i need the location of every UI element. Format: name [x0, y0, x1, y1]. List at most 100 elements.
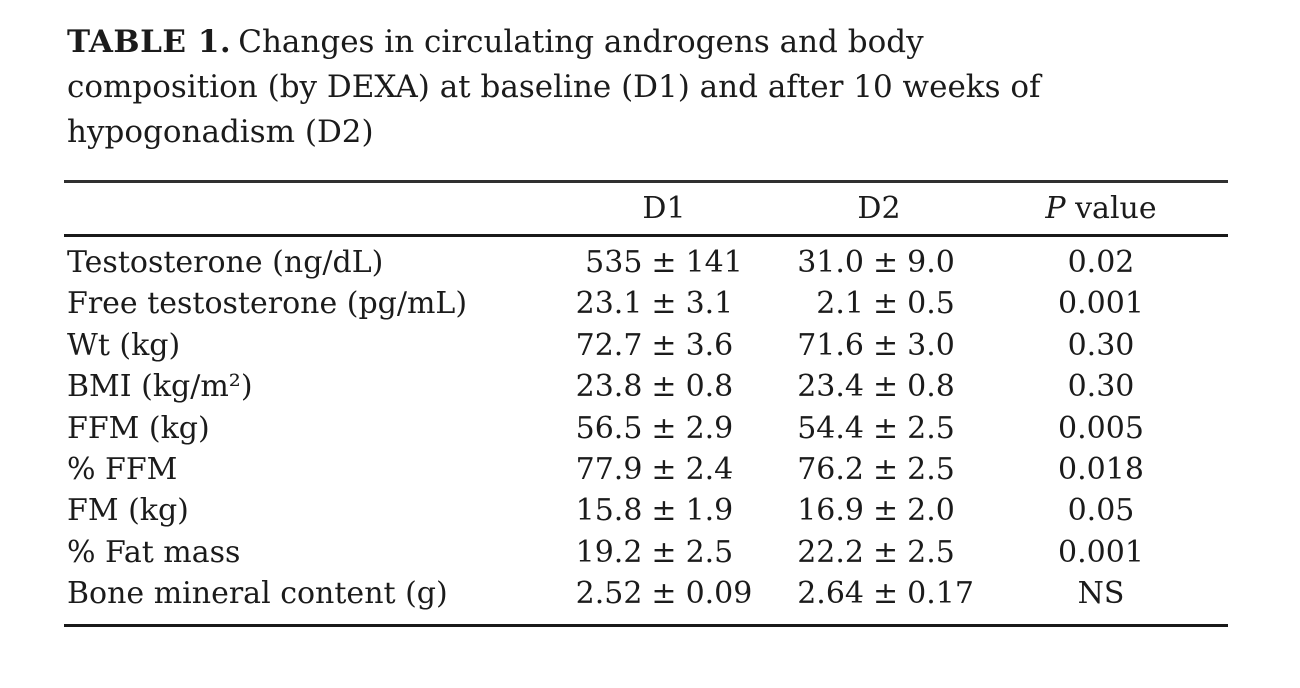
d2-value: 31.0 ±9.0: [784, 236, 974, 284]
value-sd: 3.0: [907, 327, 955, 363]
plus-minus-sign: ±: [651, 452, 677, 488]
value-mean: 56.5: [575, 410, 643, 446]
d2-value: 71.6 ±3.0: [784, 325, 974, 366]
d2-value: 16.9 ±2.0: [784, 490, 974, 531]
value-mean: 23.1: [575, 286, 643, 322]
row-label: BMI (kg/m²): [67, 369, 253, 405]
row-label: Free testosterone (pg/mL): [67, 286, 468, 322]
p-value: 0.02: [1067, 245, 1135, 280]
value-mean: 19.2: [575, 534, 643, 570]
plus-minus-sign: ±: [873, 452, 899, 488]
d1-value: 77.9 ±2.4: [544, 449, 784, 490]
table-row: FM (kg) 15.8 ±1.9 16.9 ±2.0 0.05: [64, 490, 1228, 531]
caption-line-1: TABLE 1. Changes in circulating androgens…: [67, 20, 1228, 65]
plus-minus-sign: ±: [651, 576, 677, 612]
value-mean: 31.0: [797, 245, 864, 280]
value-sd: 2.0: [907, 493, 955, 529]
value-sd: 3.6: [685, 327, 734, 363]
value-mean: 54.4: [797, 410, 864, 446]
table-caption: TABLE 1. Changes in circulating androgens…: [67, 20, 1228, 155]
table-body: Testosterone (ng/dL) 535 ±141 31.0 ±9.0 0.…: [64, 236, 1228, 626]
d1-value: 2.52 ±0.09: [544, 573, 784, 625]
plus-minus-sign: ±: [651, 369, 677, 405]
p-symbol: P: [1045, 191, 1066, 226]
value-mean: 2.52: [575, 576, 643, 612]
plus-minus-sign: ±: [873, 576, 899, 612]
d2-value: 76.2 ±2.5: [784, 449, 974, 490]
table-header: D1 D2 P value: [64, 181, 1228, 237]
header-p-value: P value: [974, 181, 1228, 237]
value-sd: 0.8: [685, 369, 734, 405]
plus-minus-sign: ±: [873, 286, 899, 322]
value-sd: 2.5: [907, 534, 955, 570]
value-sd: 2.9: [685, 410, 734, 446]
p-value: 0.30: [1067, 369, 1135, 405]
row-label: Testosterone (ng/dL): [67, 245, 384, 280]
value-sd: 0.17: [907, 576, 974, 612]
table-row: Bone mineral content (g) 2.52 ±0.09 2.64 ±…: [64, 573, 1228, 625]
plus-minus-sign: ±: [873, 369, 899, 405]
d1-value: 23.8 ±0.8: [544, 366, 784, 407]
value-mean: 77.9: [575, 452, 643, 488]
p-value: 0.30: [1067, 327, 1135, 363]
value-sd: 2.5: [907, 452, 955, 488]
plus-minus-sign: ±: [651, 410, 677, 446]
p-value: 0.005: [1058, 410, 1144, 446]
d2-value: 2.64 ±0.17: [784, 573, 974, 625]
d2-value: 2.1 ±0.5: [784, 283, 974, 324]
value-sd: 0.5: [907, 286, 955, 322]
plus-minus-sign: ±: [873, 493, 899, 529]
d1-value: 19.2 ±2.5: [544, 532, 784, 573]
row-label: FFM (kg): [67, 410, 210, 446]
value-sd: 1.9: [685, 493, 734, 529]
d1-value: 72.7 ±3.6: [544, 325, 784, 366]
value-mean: 23.8: [575, 369, 643, 405]
p-value: 0.05: [1067, 493, 1135, 529]
value-mean: 16.9: [797, 493, 864, 529]
table-row: % Fat mass 19.2 ±2.5 22.2 ±2.5 0.001: [64, 532, 1228, 573]
d1-value: 15.8 ±1.9: [544, 490, 784, 531]
header-d1: D1: [544, 181, 784, 237]
d1-value: 535 ±141: [544, 236, 784, 284]
results-table: D1 D2 P value Testosterone (ng/dL) 535 ±1…: [64, 180, 1228, 627]
p-word: value: [1075, 191, 1157, 226]
header-spacer: [64, 181, 544, 237]
d1-value: 23.1 ±3.1: [544, 283, 784, 324]
value-mean: 535: [585, 245, 643, 280]
plus-minus-sign: ±: [651, 286, 677, 322]
value-sd: 0.8: [907, 369, 955, 405]
row-label: % FFM: [67, 452, 178, 488]
table-number: TABLE 1.: [67, 24, 232, 60]
plus-minus-sign: ±: [651, 245, 677, 280]
value-sd: 2.4: [685, 452, 734, 488]
row-label: Wt (kg): [67, 327, 181, 363]
value-mean: 72.7: [575, 327, 643, 363]
p-value: NS: [1077, 576, 1125, 612]
p-value: 0.001: [1058, 534, 1144, 570]
caption-line-3: hypogonadism (D2): [67, 114, 374, 150]
value-mean: 2.64: [797, 576, 864, 612]
value-sd: 141: [685, 245, 743, 280]
table-row: BMI (kg/m²) 23.8 ±0.8 23.4 ±0.8 0.30: [64, 366, 1228, 407]
plus-minus-sign: ±: [873, 245, 899, 280]
plus-minus-sign: ±: [873, 327, 899, 363]
row-label: % Fat mass: [67, 534, 241, 570]
value-mean: 15.8: [575, 493, 643, 529]
table-row: Wt (kg) 72.7 ±3.6 71.6 ±3.0 0.30: [64, 325, 1228, 366]
value-sd: 0.09: [685, 576, 753, 612]
table-row: % FFM 77.9 ±2.4 76.2 ±2.5 0.018: [64, 449, 1228, 490]
plus-minus-sign: ±: [651, 534, 677, 570]
value-mean: 71.6: [797, 327, 864, 363]
d2-value: 23.4 ±0.8: [784, 366, 974, 407]
table-row: FFM (kg) 56.5 ±2.9 54.4 ±2.5 0.005: [64, 408, 1228, 449]
table-row: Free testosterone (pg/mL) 23.1 ±3.1 2.1 ±0…: [64, 283, 1228, 324]
value-mean: 2.1: [816, 286, 864, 322]
table-row: Testosterone (ng/dL) 535 ±141 31.0 ±9.0 0.…: [64, 236, 1228, 284]
p-value: 0.018: [1058, 452, 1144, 488]
plus-minus-sign: ±: [873, 410, 899, 446]
plus-minus-sign: ±: [873, 534, 899, 570]
row-label: Bone mineral content (g): [67, 576, 448, 612]
caption-line-2: composition (by DEXA) at baseline (D1) a…: [67, 69, 1041, 105]
d2-value: 54.4 ±2.5: [784, 408, 974, 449]
plus-minus-sign: ±: [651, 327, 677, 363]
